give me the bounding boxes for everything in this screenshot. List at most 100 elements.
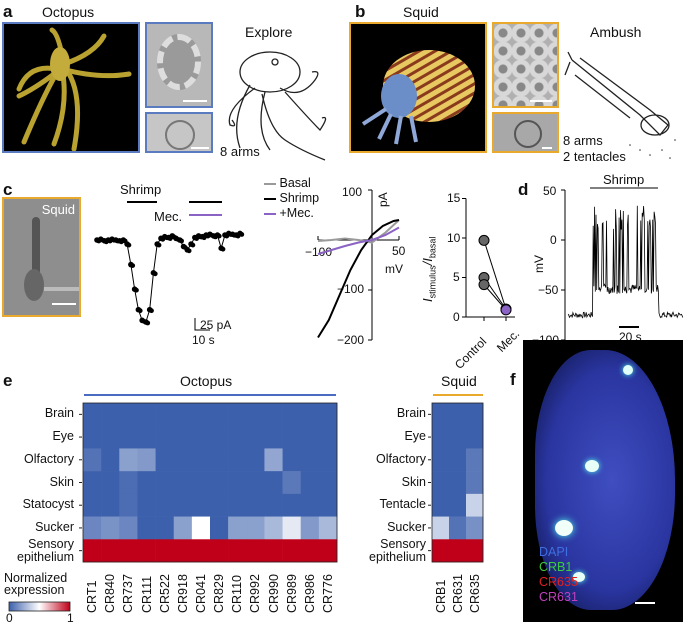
trace-point xyxy=(216,233,222,239)
squid-arms-count: 8 arms xyxy=(563,133,603,148)
squid-tentacles-count: 2 tentacles xyxy=(563,149,626,164)
row-label: Tentacle xyxy=(379,497,426,512)
heatmap-cell xyxy=(173,425,193,449)
heatmap-cell xyxy=(119,425,138,449)
heatmap-cell xyxy=(282,516,302,540)
trace-point xyxy=(156,242,162,248)
ratio-ytick-15: 15 xyxy=(447,191,461,205)
heatmap-cell xyxy=(83,493,102,517)
ratio-point-mec xyxy=(500,304,512,316)
channel-cr631: CR631 xyxy=(539,590,578,604)
row-label: Sucker xyxy=(35,519,74,534)
ratio-ytick-5: 5 xyxy=(453,270,460,284)
heatmap-cell xyxy=(191,403,211,427)
row-label: Skin xyxy=(49,474,74,489)
heatmap-cell xyxy=(228,425,247,449)
heatmap-cell xyxy=(210,539,229,563)
heatmap-cell xyxy=(264,448,283,472)
fluorescence-image xyxy=(523,340,683,622)
heatmap-cell xyxy=(246,448,265,472)
heatmap-frame xyxy=(82,402,338,563)
heatmap-cell xyxy=(191,493,211,517)
heatmap-cell xyxy=(173,448,193,472)
heatmap-cell xyxy=(282,448,302,472)
heatmap-cell xyxy=(300,471,320,495)
heatmap-cell xyxy=(318,516,338,540)
heatmap-cell xyxy=(466,403,484,427)
heatmap-cell xyxy=(300,425,320,449)
legend-shrimp: Shrimp xyxy=(279,191,320,205)
ambush-label: Ambush xyxy=(590,24,642,40)
row-label: Sensory epithelium xyxy=(17,536,74,564)
iv-ytick-minus200: −200 xyxy=(337,333,365,347)
heatmap-cell xyxy=(228,471,247,495)
heatmap-cell xyxy=(466,471,484,495)
squid-sucker-sem xyxy=(492,22,559,108)
d-ytick-0: 0 xyxy=(550,233,557,247)
shrimp-legend-swatch xyxy=(264,197,276,200)
octopus-icon xyxy=(16,27,132,151)
heatmap-cell xyxy=(83,425,102,449)
heatmap-cell xyxy=(466,539,484,563)
heatmap-cell xyxy=(300,403,320,427)
panel-a-label: a xyxy=(3,2,13,21)
heatmap-cell xyxy=(432,471,450,495)
heatmap-cell xyxy=(210,493,229,517)
octopus-title: Octopus xyxy=(42,4,95,20)
iv-xtick-50: 50 xyxy=(392,244,406,258)
octopus-receptor-em xyxy=(145,112,213,153)
heatmap-cell xyxy=(155,471,175,495)
heatmap-cell xyxy=(264,425,283,449)
heatmap-cell xyxy=(466,516,484,540)
legend-mec: +Mec. xyxy=(279,206,314,220)
heatmap-cell xyxy=(101,516,120,540)
heatmap-cell xyxy=(173,403,193,427)
legend-title: Normalized expression xyxy=(4,572,67,597)
heatmap-octopus-title: Octopus xyxy=(180,373,233,389)
heatmap-cell xyxy=(155,403,175,427)
heatmap-cell xyxy=(119,448,138,472)
heatmap-cell xyxy=(300,516,320,540)
heatmap-cell xyxy=(137,493,156,517)
heatmap-cell xyxy=(155,448,175,472)
heatmap-cell xyxy=(137,539,156,563)
heatmap-cell xyxy=(83,448,102,472)
trace-point xyxy=(149,308,154,314)
heatmap-cell xyxy=(264,403,283,427)
heatmap-cell xyxy=(264,493,283,517)
trace-point xyxy=(152,271,158,277)
heatmap-cell xyxy=(119,493,138,517)
heatmap-cell xyxy=(282,425,302,449)
row-label: Eye xyxy=(404,429,426,444)
heatmap-cell xyxy=(228,539,247,563)
heatmap-cell xyxy=(246,425,265,449)
heatmap-cell xyxy=(173,516,193,540)
octopus-arms-count: 8 arms xyxy=(220,144,260,159)
row-label: Sucker xyxy=(387,519,426,534)
row-label: Olfactory xyxy=(375,451,426,466)
heatmap-cell xyxy=(449,425,467,449)
trace-point xyxy=(190,242,196,248)
heatmap-cell xyxy=(191,425,211,449)
heatmap-cell xyxy=(246,403,265,427)
row-label: Olfactory xyxy=(23,451,74,466)
trace-point xyxy=(145,320,151,326)
heatmap-cell xyxy=(173,471,193,495)
heatmap-cell xyxy=(282,539,302,563)
heatmap-cell xyxy=(228,403,247,427)
channel-cr635: CR635 xyxy=(539,575,578,589)
heatmap-cell xyxy=(300,493,320,517)
iv-ytick-100: 100 xyxy=(342,185,363,199)
heatmap-cell xyxy=(228,448,247,472)
heatmap-cell xyxy=(173,493,193,517)
heatmap-cell xyxy=(432,448,450,472)
trace-point xyxy=(126,242,132,248)
row-label: Sensory epithelium xyxy=(369,536,426,564)
heatmap-cell xyxy=(119,539,138,563)
heatmap-cell xyxy=(155,493,175,517)
heatmap-cell xyxy=(155,539,175,563)
heatmap-cell xyxy=(449,493,467,517)
iv-x-unit: mV xyxy=(385,262,403,276)
